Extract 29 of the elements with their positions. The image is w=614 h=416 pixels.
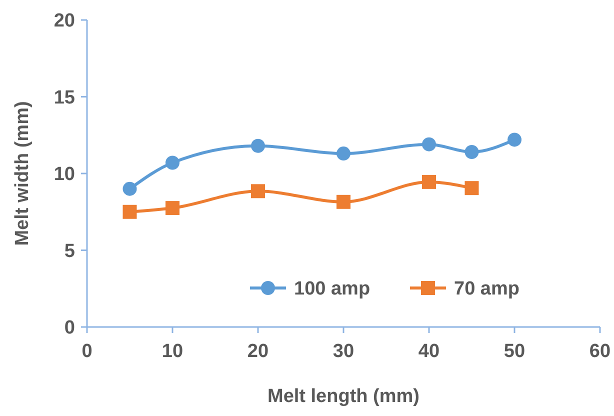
point <box>122 204 137 219</box>
y-tick-label: 5 <box>64 240 76 262</box>
y-tick-label: 15 <box>54 87 76 108</box>
x-axis-title: Melt length (mm) <box>268 386 420 407</box>
x-tick-label: 10 <box>162 341 184 362</box>
x-tick-label: 50 <box>504 341 526 362</box>
point <box>122 182 137 196</box>
point <box>464 145 479 160</box>
y-tick-label: 20 <box>54 10 75 32</box>
point <box>336 194 350 209</box>
point <box>336 146 350 161</box>
point <box>251 184 265 198</box>
y-axis-title: Melt width (mm) <box>12 101 33 246</box>
point <box>166 201 180 216</box>
point <box>422 174 436 189</box>
y-tick-label: 0 <box>64 318 75 339</box>
y-tick-label: 10 <box>54 164 75 186</box>
point <box>464 181 479 196</box>
x-tick-label: 0 <box>82 341 92 362</box>
x-tick-label: 30 <box>332 341 354 362</box>
legend-label: 70 amp <box>454 278 520 300</box>
point <box>508 132 522 147</box>
x-tick-label: 60 <box>589 341 611 362</box>
point <box>422 137 436 152</box>
point <box>251 138 265 153</box>
x-tick-label: 20 <box>247 341 269 362</box>
legend-label: 100 amp <box>294 278 370 300</box>
point <box>166 156 180 170</box>
x-tick-label: 40 <box>418 341 440 362</box>
